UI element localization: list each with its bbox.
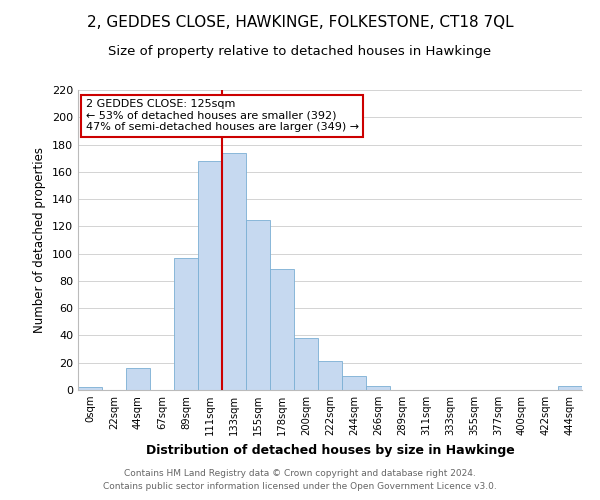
Bar — [246, 220, 270, 390]
Text: 2, GEDDES CLOSE, HAWKINGE, FOLKESTONE, CT18 7QL: 2, GEDDES CLOSE, HAWKINGE, FOLKESTONE, C… — [86, 15, 514, 30]
Text: Contains public sector information licensed under the Open Government Licence v3: Contains public sector information licen… — [103, 482, 497, 491]
Bar — [294, 338, 318, 390]
Bar — [318, 362, 342, 390]
Bar — [174, 258, 198, 390]
Bar — [342, 376, 366, 390]
Bar — [126, 368, 150, 390]
Y-axis label: Number of detached properties: Number of detached properties — [34, 147, 46, 333]
Bar — [558, 386, 582, 390]
Text: Contains HM Land Registry data © Crown copyright and database right 2024.: Contains HM Land Registry data © Crown c… — [124, 468, 476, 477]
Text: Size of property relative to detached houses in Hawkinge: Size of property relative to detached ho… — [109, 45, 491, 58]
Bar — [78, 388, 102, 390]
Bar — [198, 161, 222, 390]
Bar — [222, 152, 246, 390]
Text: 2 GEDDES CLOSE: 125sqm
← 53% of detached houses are smaller (392)
47% of semi-de: 2 GEDDES CLOSE: 125sqm ← 53% of detached… — [86, 99, 359, 132]
X-axis label: Distribution of detached houses by size in Hawkinge: Distribution of detached houses by size … — [146, 444, 514, 456]
Bar — [270, 268, 294, 390]
Bar — [366, 386, 390, 390]
